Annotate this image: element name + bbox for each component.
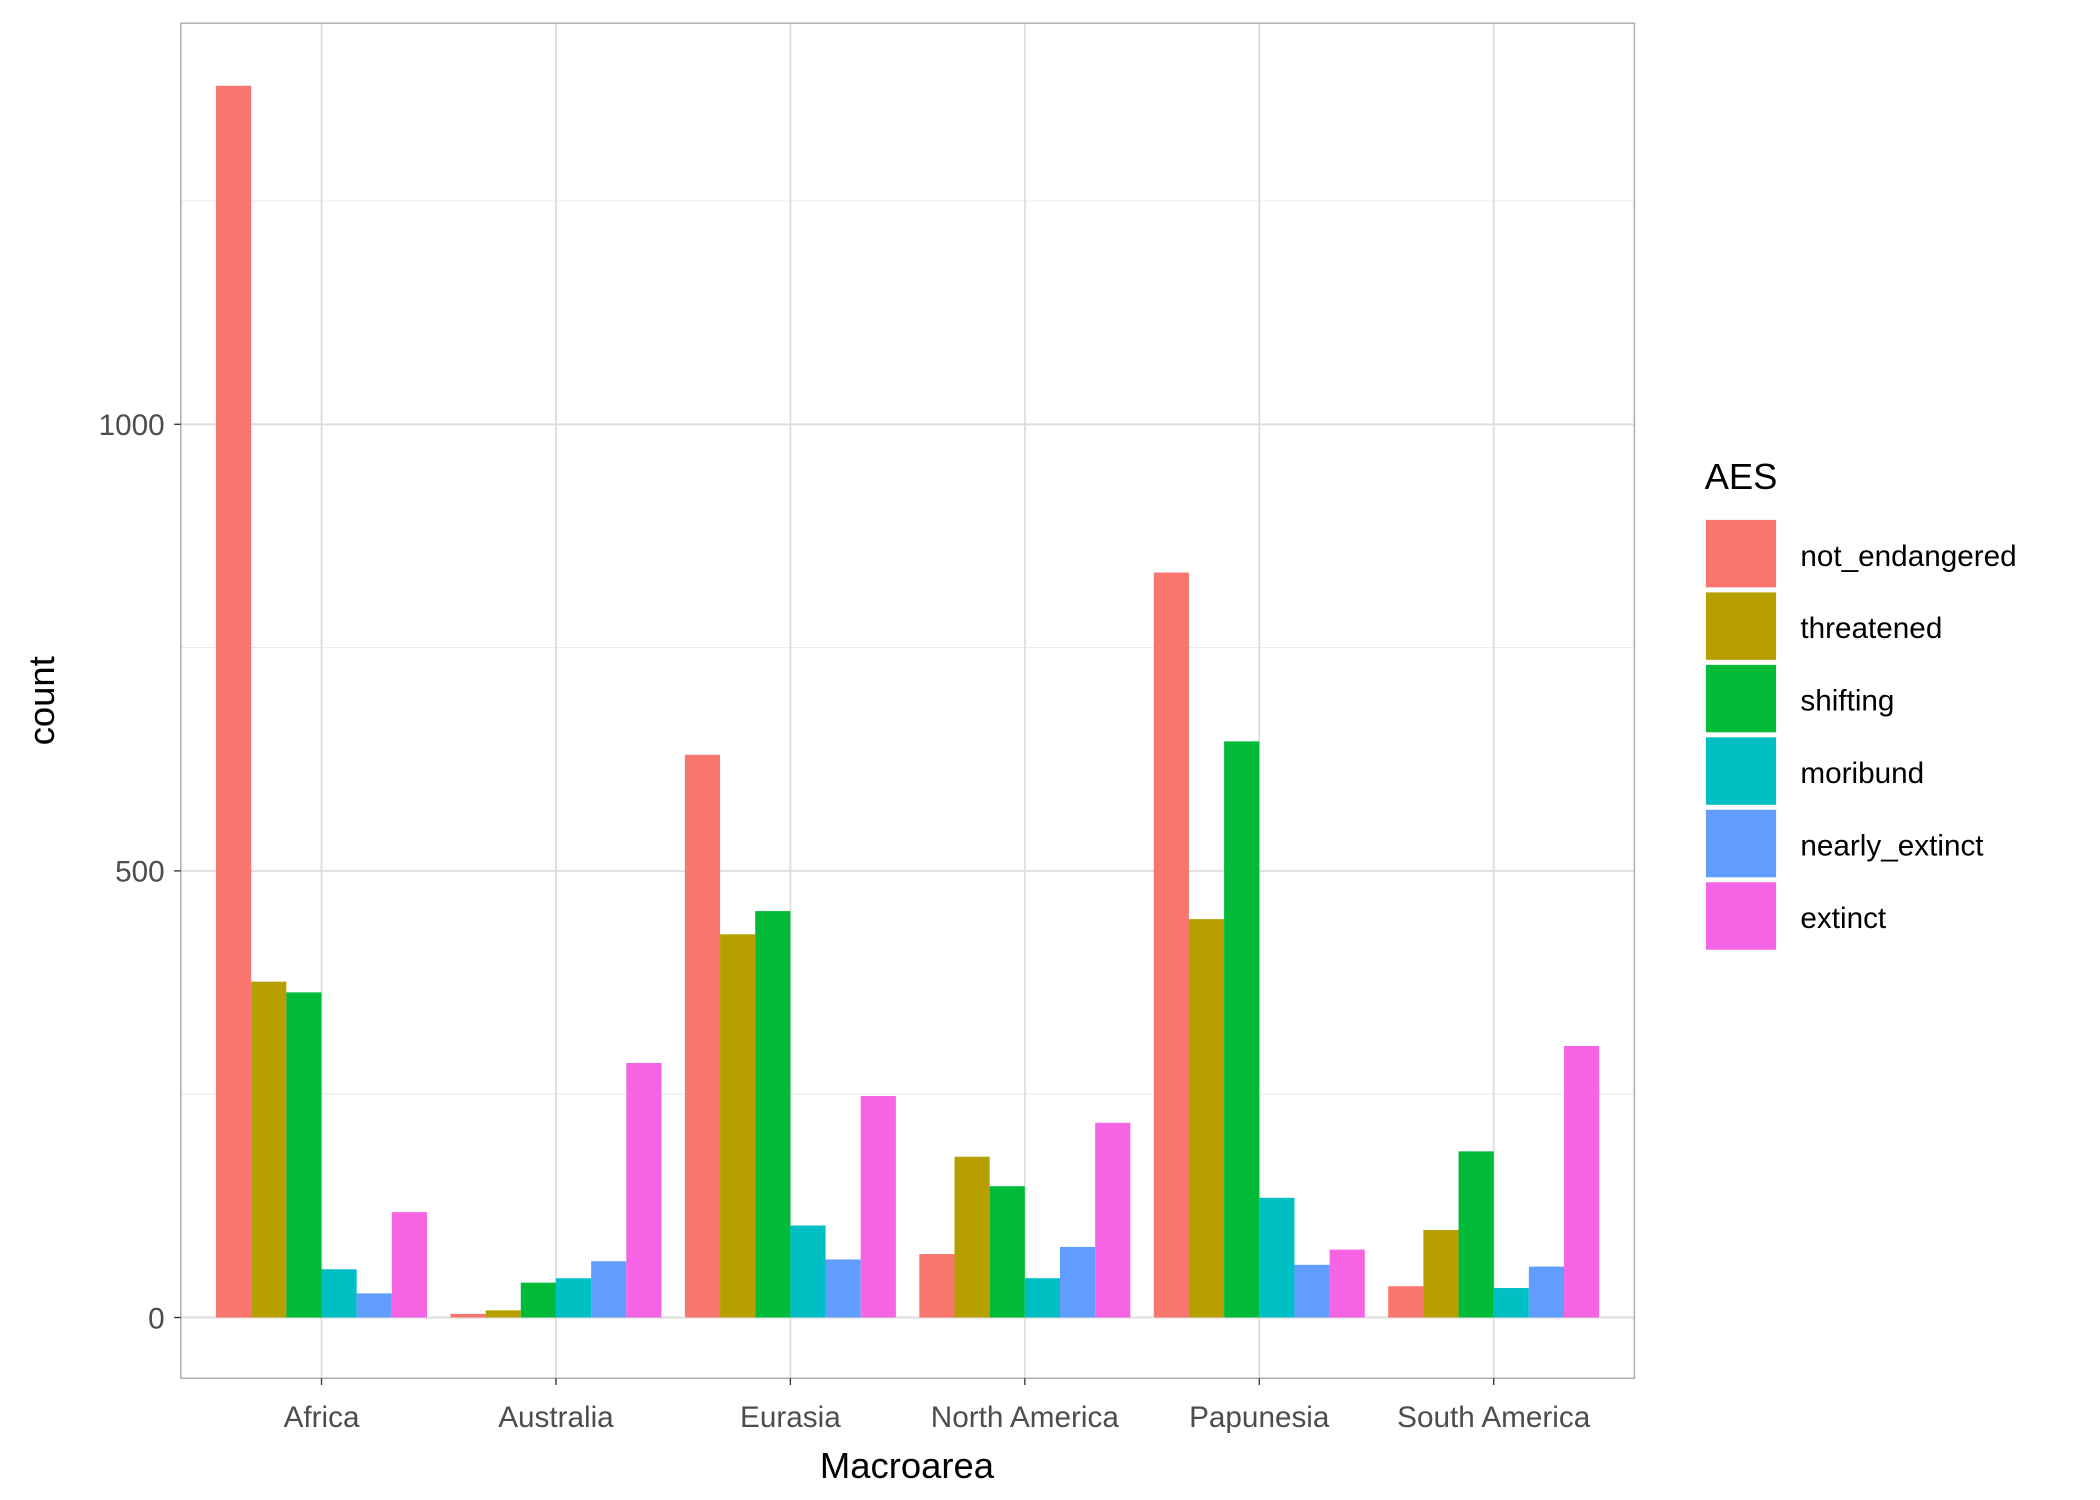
bar-shifting-eurasia (755, 911, 791, 1318)
bar-not_endangered-papunesia (1153, 572, 1189, 1318)
bar-threatened-australia (485, 1310, 521, 1318)
legend-key-nearly_extinct (1705, 809, 1777, 878)
bar-moribund-eurasia (790, 1225, 826, 1318)
legend-key-shifting (1705, 664, 1777, 733)
bar-shifting-north-america (989, 1186, 1025, 1318)
bars (216, 85, 1600, 1318)
bar-not_endangered-north-america (919, 1254, 955, 1318)
bar-extinct-south-america (1564, 1045, 1600, 1318)
legend-key-extinct (1705, 882, 1777, 950)
bar-threatened-papunesia (1188, 919, 1225, 1318)
x-tick-label: South America (1397, 1401, 1591, 1434)
bar-threatened-south-america (1423, 1229, 1459, 1318)
y-tick-label: 1000 (99, 409, 165, 442)
bar-nearly_extinct-south-america (1528, 1266, 1565, 1318)
bar-moribund-africa (321, 1269, 357, 1318)
x-axis-title: Macroarea (820, 1445, 995, 1486)
bar-threatened-eurasia (720, 934, 756, 1318)
x-tick-label: Australia (498, 1401, 614, 1434)
bar-moribund-papunesia (1259, 1197, 1295, 1318)
x-tick-label: North America (931, 1401, 1120, 1434)
bar-extinct-papunesia (1329, 1249, 1365, 1318)
panel-border (180, 22, 1636, 1380)
legend-title: AES (1705, 456, 1778, 497)
panel-background (180, 23, 1635, 1379)
bar-shifting-australia (520, 1282, 556, 1318)
bar-not_endangered-south-america (1388, 1286, 1424, 1318)
y-tick-label: 0 (148, 1302, 165, 1335)
y-tick-label: 500 (115, 856, 165, 889)
bar-extinct-africa (391, 1212, 428, 1318)
legend-key-not_endangered (1705, 519, 1777, 588)
legend-key-moribund (1705, 737, 1777, 805)
bar-moribund-north-america (1024, 1278, 1061, 1318)
legend-label: threatened (1800, 612, 1942, 645)
bar-not_endangered-africa (216, 85, 252, 1318)
bar-shifting-africa (286, 992, 322, 1318)
bar-not_endangered-australia (450, 1313, 486, 1318)
legend-label: nearly_extinct (1800, 830, 1984, 863)
bar-extinct-eurasia (860, 1095, 896, 1318)
bar-nearly_extinct-north-america (1060, 1246, 1096, 1318)
grid (180, 23, 1635, 1379)
bar-nearly_extinct-australia (591, 1261, 627, 1318)
bar-threatened-africa (251, 981, 287, 1318)
legend-label: shifting (1800, 685, 1894, 718)
legend: AES not_endangered threatened shifting mori… (1705, 456, 2017, 950)
bar-moribund-south-america (1493, 1288, 1529, 1318)
x-axis: Africa Australia Eurasia North America Papun… (284, 1378, 1591, 1434)
x-tick-label: Papunesia (1189, 1401, 1330, 1434)
bar-extinct-north-america (1095, 1122, 1131, 1318)
bar-extinct-australia (626, 1062, 662, 1318)
y-axis-title: count (21, 656, 62, 745)
bar-nearly_extinct-eurasia (825, 1259, 861, 1318)
legend-key-threatened (1705, 592, 1777, 660)
bar-not_endangered-eurasia (684, 754, 721, 1318)
bar-nearly_extinct-africa (356, 1293, 392, 1318)
x-tick-label: Eurasia (740, 1401, 841, 1434)
legend-label: extinct (1800, 902, 1887, 935)
legend-label: moribund (1800, 757, 1924, 790)
x-tick-label: Africa (284, 1401, 360, 1434)
bar-shifting-south-america (1458, 1151, 1494, 1318)
bar-threatened-north-america (954, 1156, 990, 1318)
bar-moribund-australia (555, 1278, 592, 1318)
bar-shifting-papunesia (1224, 741, 1260, 1318)
legend-label: not_endangered (1800, 540, 2016, 573)
y-axis: 0 500 1000 (99, 409, 181, 1335)
bar-nearly_extinct-papunesia (1294, 1264, 1330, 1318)
